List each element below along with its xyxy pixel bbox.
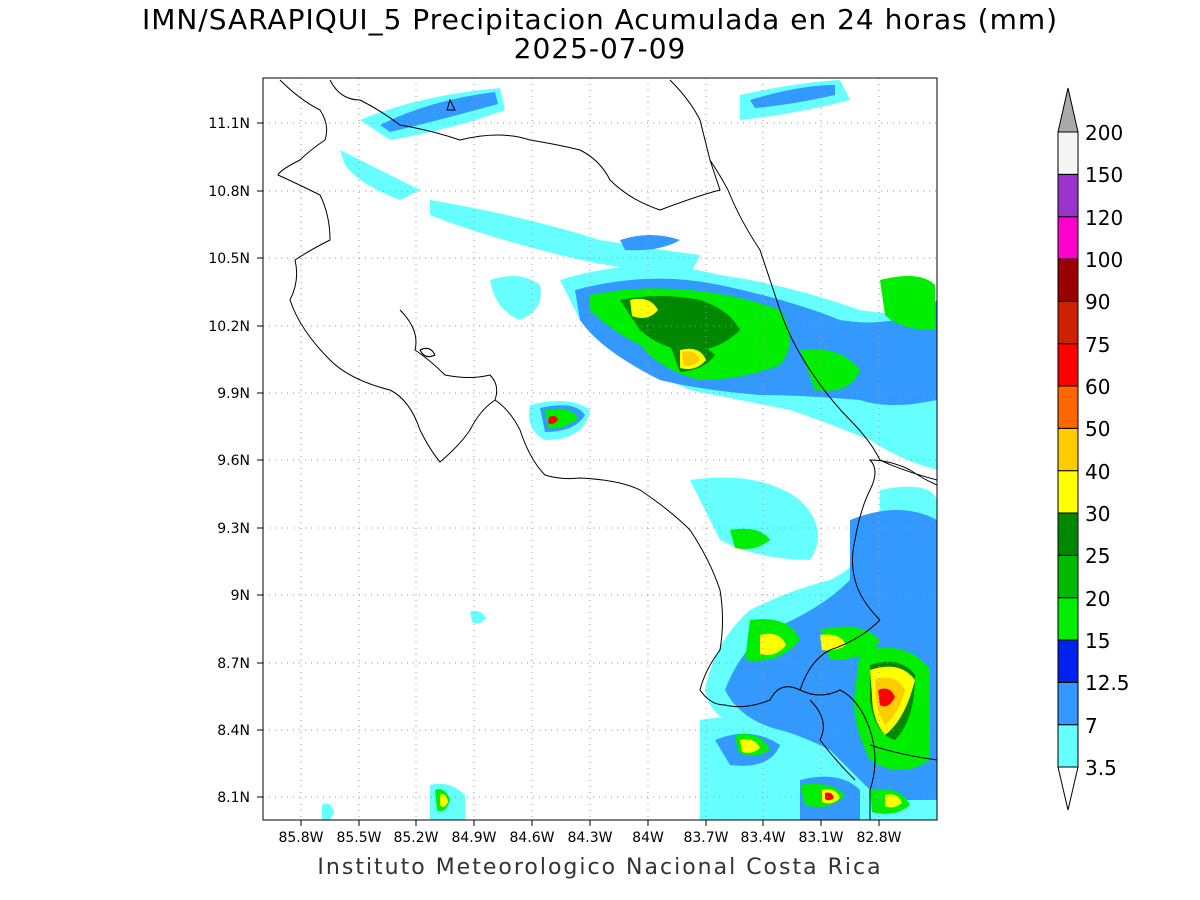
x-tick-label: 82.8W: [856, 830, 901, 846]
y-tick-label: 8.7N: [217, 656, 250, 672]
colorbar-boxes: [1057, 131, 1079, 768]
colorbar-swatch: [1057, 554, 1079, 599]
x-tick-label: 84.9W: [451, 830, 496, 846]
y-tick-label: 10.5N: [208, 251, 250, 267]
x-tick-label: 83.4W: [740, 830, 785, 846]
y-tick-label: 9N: [231, 588, 250, 604]
y-tick-label: 10.8N: [208, 184, 250, 200]
y-tick-label: 9.3N: [217, 521, 250, 537]
x-tick-label: 85.8W: [278, 830, 323, 846]
colorbar-swatch: [1057, 343, 1079, 387]
colorbar-swatch: [1057, 385, 1079, 429]
colorbar-label: 100: [1085, 248, 1123, 272]
colorbar-swatch: [1057, 173, 1079, 218]
y-tick-label: 10.2N: [208, 319, 250, 335]
colorbar-swatch: [1057, 597, 1079, 641]
x-tick-label: 83.1W: [798, 830, 843, 846]
x-tick-label: 84W: [632, 830, 664, 846]
x-tick-label: 84.3W: [567, 830, 612, 846]
colorbar-label: 60: [1085, 375, 1110, 399]
colorbar-top-arrow: [1057, 87, 1079, 133]
colorbar-label: 150: [1085, 163, 1123, 187]
y-tick-label: 9.6N: [217, 453, 250, 469]
colorbar-label: 200: [1085, 121, 1123, 145]
x-tick-label: 83.7W: [683, 830, 728, 846]
map-title: IMN/SARAPIQUI_5 Precipitacion Acumulada …: [141, 3, 1059, 36]
colorbar-swatch: [1057, 512, 1079, 556]
colorbar-label: 25: [1085, 544, 1110, 568]
x-tick-label: 85.5W: [336, 830, 381, 846]
colorbar-label: 75: [1085, 333, 1110, 357]
map-frame: [262, 77, 938, 821]
colorbar-swatch: [1057, 216, 1079, 260]
colorbar-swatch: [1057, 724, 1079, 768]
x-tick-label: 85.2W: [393, 830, 438, 846]
x-tick-label: 84.6W: [509, 830, 554, 846]
y-axis-labels: 11.1N 10.8N 10.5N 10.2N 9.9N 9.6N 9.3N 9…: [208, 116, 250, 806]
coastline: [277, 79, 937, 820]
colorbar-swatch: [1057, 639, 1079, 683]
y-tick-label: 8.4N: [217, 723, 250, 739]
colorbar-label: 90: [1085, 290, 1110, 314]
colorbar-swatch: [1057, 258, 1079, 302]
colorbar-label: 15: [1085, 629, 1110, 653]
colorbar-labels: 3.5 7 12.5 15 20 25 30 40 50 60 75 90 10…: [1085, 121, 1130, 780]
colorbar-swatch: [1057, 131, 1079, 175]
x-axis-labels: 85.8W 85.5W 85.2W 84.9W 84.6W 84.3W 84W …: [278, 830, 901, 846]
colorbar-label: 7: [1085, 714, 1098, 738]
colorbar-swatch: [1057, 427, 1079, 472]
colorbar: 3.5 7 12.5 15 20 25 30 40 50 60 75 90 10…: [1057, 87, 1130, 811]
colorbar-swatch: [1057, 300, 1079, 345]
colorbar-label: 12.5: [1085, 671, 1130, 695]
y-tick-label: 9.9N: [217, 386, 250, 402]
colorbar-swatch: [1057, 681, 1079, 726]
colorbar-label: 30: [1085, 502, 1110, 526]
footer-credit: Instituto Meteorologico Nacional Costa R…: [317, 855, 883, 880]
colorbar-swatch: [1057, 470, 1079, 514]
colorbar-label: 20: [1085, 587, 1110, 611]
colorbar-label: 50: [1085, 417, 1110, 441]
y-tick-label: 8.1N: [217, 790, 250, 806]
colorbar-bottom-arrow: [1057, 766, 1079, 811]
colorbar-label: 3.5: [1085, 756, 1117, 780]
colorbar-label: 120: [1085, 206, 1123, 230]
colorbar-label: 40: [1085, 460, 1110, 484]
map-date: 2025-07-09: [513, 32, 687, 65]
y-tick-label: 11.1N: [208, 116, 250, 132]
precipitation-field: [322, 80, 937, 820]
map-grid: [263, 78, 937, 820]
